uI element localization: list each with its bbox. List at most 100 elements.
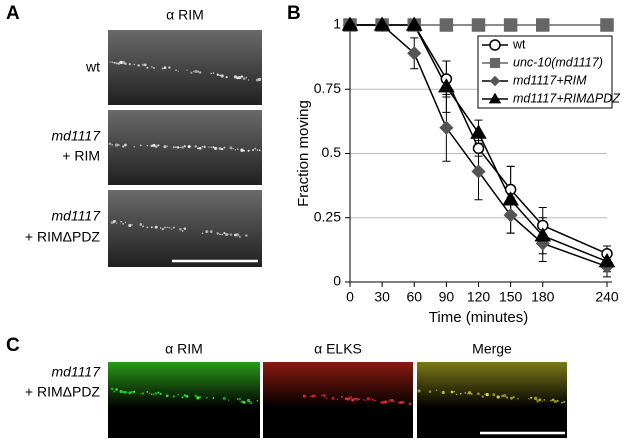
punctum [238,397,242,401]
marker [503,18,518,32]
punctum [240,400,244,404]
punctum [150,393,153,396]
punctum [170,228,173,230]
punctum [152,143,156,147]
punctum [509,396,513,400]
punctum [219,74,221,77]
punctum [124,62,127,65]
punctum [209,230,213,234]
punctum [302,394,306,398]
punctum [181,396,184,399]
x-tick-label: 90 [439,289,455,305]
punctum [166,145,168,147]
punctum [179,227,182,231]
punctum [344,397,348,401]
legend-marker [489,39,501,51]
punctum [408,402,412,406]
punctum [183,394,186,397]
punctum [387,400,389,402]
row-label: md1117 [51,208,101,224]
punctum [321,394,323,397]
punctum [397,401,401,404]
panel-label: C [6,335,20,356]
punctum [229,233,233,236]
punctum [236,148,239,150]
punctum [481,395,485,398]
legend-label: md1117+RIMΔPDZ [513,91,620,105]
marker [600,18,614,32]
punctum [110,221,114,225]
x-tick-label: 60 [406,289,422,305]
punctum [331,396,335,400]
punctum [543,399,546,401]
punctum [310,395,312,398]
punctum [115,62,118,65]
punctum [369,398,372,400]
punctum [484,393,486,395]
punctum [325,397,328,400]
punctum [115,388,118,391]
punctum [198,146,202,150]
punctum [194,145,198,148]
punctum [164,226,166,229]
punctum [146,66,149,69]
punctum [258,77,262,82]
punctum [371,398,374,401]
punctum [459,392,462,395]
legend-marker [489,57,501,69]
punctum [373,399,376,402]
punctum [159,392,162,396]
punctum [146,226,149,229]
punctum [150,144,154,148]
punctum [161,67,164,70]
punctum [355,397,359,401]
punctum [130,391,134,394]
x-tick-label: 180 [531,289,555,305]
punctum [467,391,472,395]
x-tick-label: 120 [467,289,491,305]
punctum [175,146,177,149]
row-label: + RIMΔPDZ [25,229,101,245]
punctum [336,398,339,400]
marker [502,191,519,206]
punctum [141,225,145,228]
punctum [245,76,248,79]
punctum [109,61,111,63]
punctum [172,146,175,149]
punctum [477,392,480,396]
micrograph [108,30,262,105]
punctum [533,396,538,401]
marker [438,78,455,93]
marker [598,252,616,268]
punctum [212,72,215,74]
punctum [505,396,509,399]
punctum [466,393,469,395]
x-tick-label: 30 [374,289,390,305]
punctum [223,231,226,235]
punctum [229,146,233,150]
punctum [179,146,182,148]
punctum [492,393,496,397]
punctum [121,60,125,65]
punctum [194,394,198,398]
punctum [512,396,515,399]
punctum [388,398,392,403]
punctum [358,398,361,401]
legend-label: wt [512,37,526,51]
marker [439,120,454,135]
punctum [236,398,239,400]
punctum [141,392,145,395]
punctum [183,145,186,148]
punctum [159,227,162,229]
punctum [181,230,184,232]
panel-label: B [287,3,301,24]
punctum [242,77,246,80]
punctum [131,224,133,226]
punctum [115,222,118,224]
punctum [219,233,221,236]
punctum [120,220,122,223]
punctum [165,394,169,398]
punctum [365,400,367,402]
punctum [453,391,455,393]
punctum [133,390,136,394]
